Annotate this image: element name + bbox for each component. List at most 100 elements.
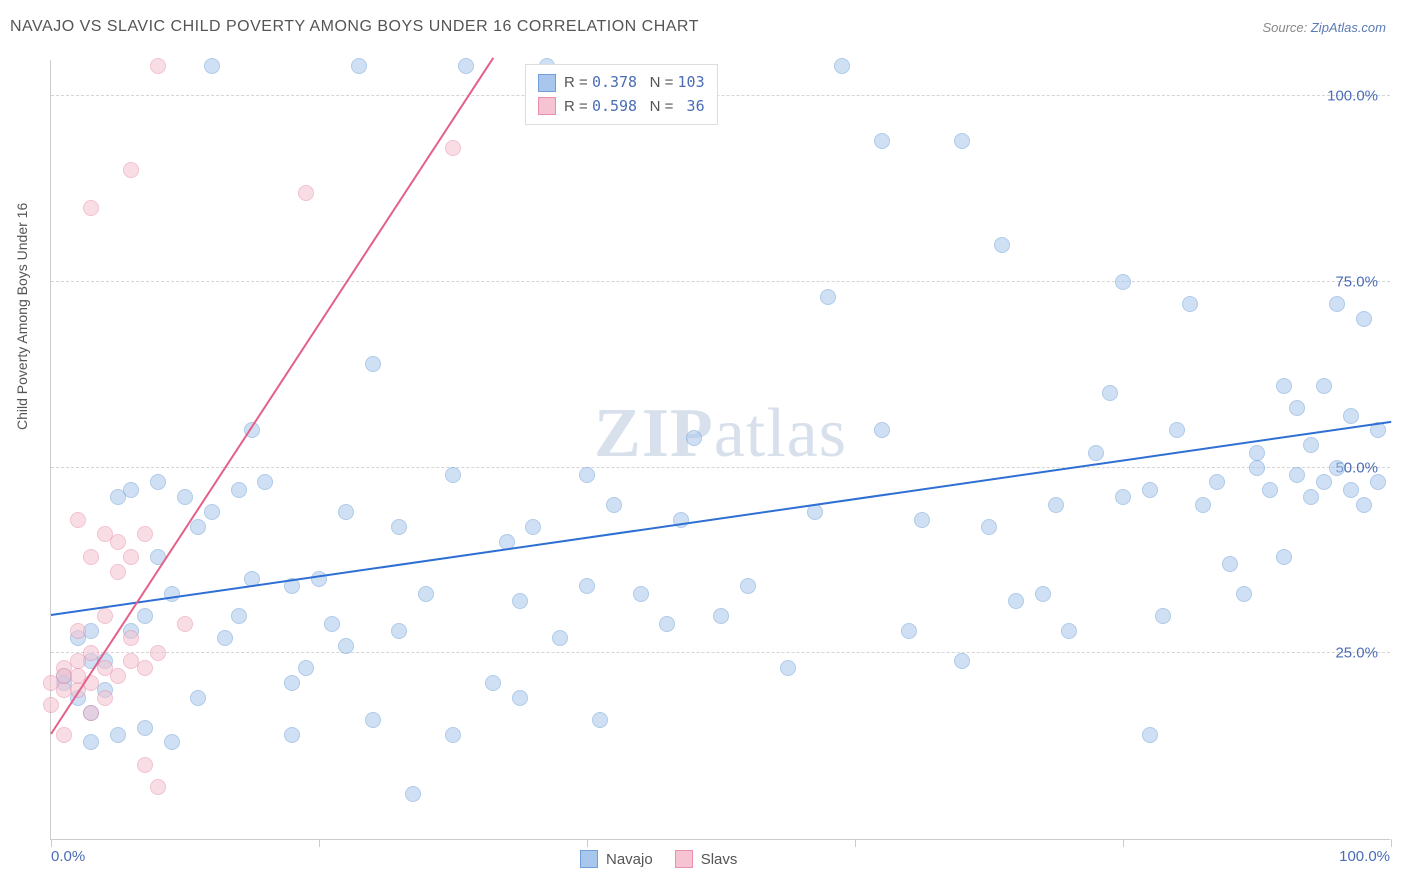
data-point xyxy=(1195,497,1211,513)
data-point xyxy=(1329,460,1345,476)
data-point xyxy=(164,734,180,750)
data-point xyxy=(338,638,354,654)
data-point xyxy=(1048,497,1064,513)
data-point xyxy=(1222,556,1238,572)
data-point xyxy=(1276,549,1292,565)
y-axis-label: Child Poverty Among Boys Under 16 xyxy=(14,203,30,430)
y-tick-label: 75.0% xyxy=(1335,273,1378,290)
data-point xyxy=(834,58,850,74)
data-point xyxy=(458,58,474,74)
data-point xyxy=(1102,385,1118,401)
gridline xyxy=(51,467,1390,468)
data-point xyxy=(820,289,836,305)
data-point xyxy=(97,608,113,624)
data-point xyxy=(1155,608,1171,624)
data-point xyxy=(1316,378,1332,394)
data-point xyxy=(1262,482,1278,498)
y-tick-label: 100.0% xyxy=(1327,88,1378,105)
data-point xyxy=(633,586,649,602)
data-point xyxy=(1276,378,1292,394)
x-tick xyxy=(855,839,856,847)
data-point xyxy=(1289,400,1305,416)
legend-swatch xyxy=(538,97,556,115)
legend-swatch xyxy=(675,850,693,868)
data-point xyxy=(137,526,153,542)
data-point xyxy=(981,519,997,535)
data-point xyxy=(391,519,407,535)
data-point xyxy=(70,623,86,639)
data-point xyxy=(1142,727,1158,743)
data-point xyxy=(954,133,970,149)
data-point xyxy=(298,185,314,201)
data-point xyxy=(994,237,1010,253)
data-point xyxy=(137,757,153,773)
legend-swatch xyxy=(580,850,598,868)
data-point xyxy=(365,356,381,372)
data-point xyxy=(43,697,59,713)
data-point xyxy=(164,586,180,602)
data-point xyxy=(110,727,126,743)
data-point xyxy=(579,578,595,594)
data-point xyxy=(1343,408,1359,424)
data-point xyxy=(659,616,675,632)
legend-item: Navajo xyxy=(580,850,653,868)
data-point xyxy=(445,727,461,743)
data-point xyxy=(1236,586,1252,602)
data-point xyxy=(713,608,729,624)
data-point xyxy=(391,623,407,639)
data-point xyxy=(1182,296,1198,312)
legend-stats: R = 0.598 N = 36 xyxy=(564,95,705,119)
data-point xyxy=(298,660,314,676)
data-point xyxy=(204,58,220,74)
source-link[interactable]: ZipAtlas.com xyxy=(1311,20,1386,35)
series-legend: Navajo Slavs xyxy=(580,850,737,868)
data-point xyxy=(686,430,702,446)
x-tick-label: 0.0% xyxy=(51,848,85,865)
data-point xyxy=(1061,623,1077,639)
data-point xyxy=(110,534,126,550)
data-point xyxy=(97,690,113,706)
data-point xyxy=(1249,445,1265,461)
data-point xyxy=(137,720,153,736)
legend-item: Slavs xyxy=(675,850,738,868)
data-point xyxy=(190,690,206,706)
data-point xyxy=(217,630,233,646)
trend-line xyxy=(51,421,1391,616)
data-point xyxy=(110,668,126,684)
data-point xyxy=(338,504,354,520)
data-point xyxy=(1169,422,1185,438)
data-point xyxy=(1115,489,1131,505)
data-point xyxy=(110,564,126,580)
trend-line xyxy=(50,57,494,734)
scatter-chart: ZIPatlas 25.0%50.0%75.0%100.0%0.0%100.0% xyxy=(50,60,1390,840)
data-point xyxy=(874,422,890,438)
data-point xyxy=(874,133,890,149)
data-point xyxy=(1289,467,1305,483)
data-point xyxy=(177,616,193,632)
x-tick-label: 100.0% xyxy=(1339,848,1390,865)
data-point xyxy=(311,571,327,587)
data-point xyxy=(123,162,139,178)
data-point xyxy=(914,512,930,528)
data-point xyxy=(190,519,206,535)
x-tick xyxy=(587,839,588,847)
legend-label: Slavs xyxy=(701,851,738,868)
legend-stats: R = 0.378 N = 103 xyxy=(564,71,705,95)
data-point xyxy=(83,645,99,661)
data-point xyxy=(1303,437,1319,453)
data-point xyxy=(1370,474,1386,490)
y-tick-label: 25.0% xyxy=(1335,645,1378,662)
data-point xyxy=(579,467,595,483)
data-point xyxy=(1343,482,1359,498)
data-point xyxy=(1303,489,1319,505)
watermark-rest: atlas xyxy=(714,395,847,472)
data-point xyxy=(1142,482,1158,498)
data-point xyxy=(901,623,917,639)
data-point xyxy=(1249,460,1265,476)
data-point xyxy=(1316,474,1332,490)
data-point xyxy=(592,712,608,728)
data-point xyxy=(1115,274,1131,290)
data-point xyxy=(445,467,461,483)
data-point xyxy=(1356,311,1372,327)
data-point xyxy=(56,727,72,743)
